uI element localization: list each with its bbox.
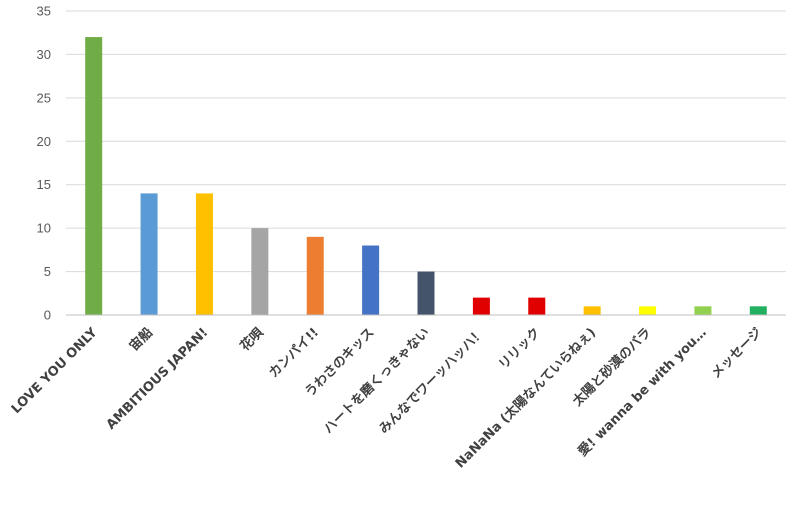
bars — [85, 37, 767, 316]
y-tick-label: 30 — [37, 47, 51, 62]
bar — [472, 297, 490, 315]
y-tick-label: 35 — [37, 4, 51, 19]
y-tick-label: 10 — [37, 221, 51, 236]
y-tick-label: 0 — [44, 308, 51, 323]
bar — [583, 306, 601, 315]
y-tick-label: 15 — [37, 177, 51, 192]
gridlines — [66, 10, 786, 273]
category-label: みんなでワーッハッハ！ — [376, 325, 488, 437]
category-label: 宙船 — [126, 325, 156, 355]
category-label: ハートを磨くっきゃない — [320, 325, 432, 437]
category-label: 花唄 — [237, 325, 267, 355]
bar — [85, 37, 103, 316]
category-label: リリック — [496, 325, 543, 372]
bar — [639, 306, 657, 315]
category-label: カンパイ!! — [266, 325, 322, 381]
y-tick-label: 5 — [44, 264, 51, 279]
category-label: AMBITIOUS JAPAN! — [104, 325, 212, 433]
y-axis-ticks: 0 5 10 15 20 25 30 35 — [37, 4, 51, 323]
bar — [140, 193, 158, 315]
bar — [306, 236, 324, 315]
bar — [195, 193, 213, 315]
bar — [749, 306, 767, 315]
bar — [417, 271, 435, 315]
bar — [251, 228, 269, 315]
category-label: メッセージ — [709, 325, 765, 381]
bar — [694, 306, 712, 315]
bar — [362, 245, 380, 315]
y-tick-label: 25 — [37, 90, 51, 105]
category-label: LOVE YOU ONLY — [9, 325, 101, 417]
bar — [528, 297, 546, 315]
y-tick-label: 20 — [37, 134, 51, 149]
